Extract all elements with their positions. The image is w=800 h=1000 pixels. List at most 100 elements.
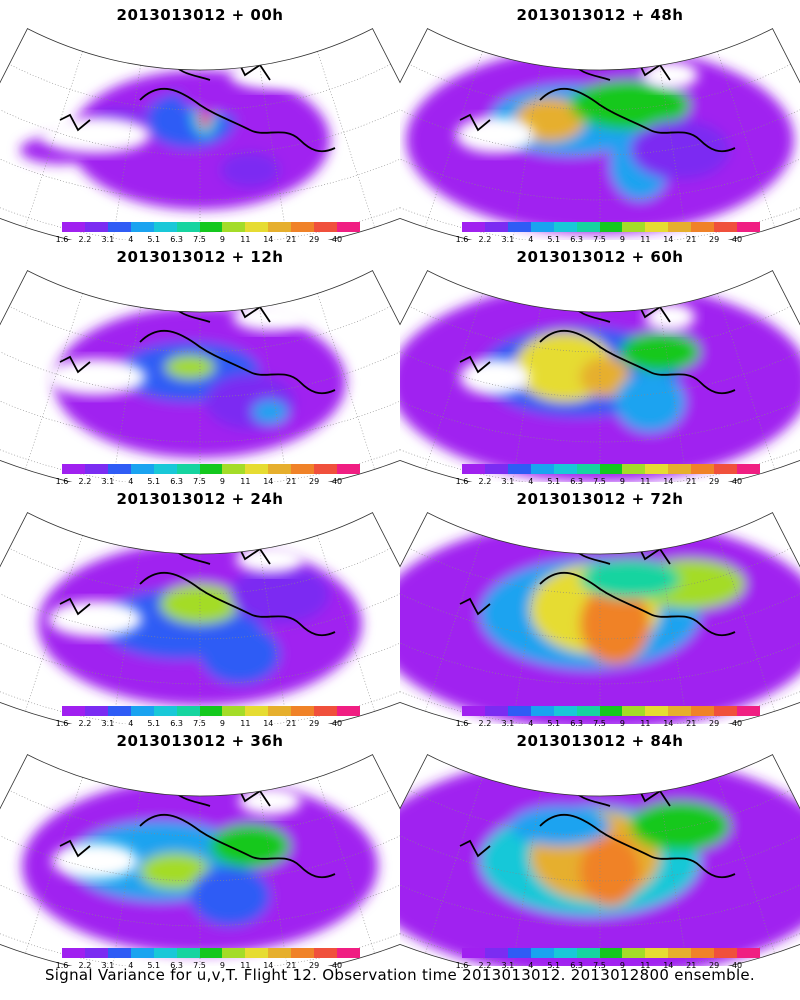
colorbar-segment xyxy=(507,222,531,232)
colorbar-tick-label: 1.6 xyxy=(455,235,469,244)
colorbar-segment xyxy=(291,464,315,474)
colorbar-tick-label: 9 xyxy=(619,719,625,728)
colorbar-tick-label: 40 xyxy=(731,961,743,970)
colorbar-tick-label: 6.3 xyxy=(570,477,583,486)
colorbar xyxy=(462,464,760,474)
colorbar-tick-label: 21 xyxy=(686,235,697,244)
colorbar-segment xyxy=(314,706,338,716)
panel-title: 2013013012 + 36h xyxy=(116,732,284,750)
colorbar-segment xyxy=(176,706,200,716)
colorbar-tick-label: 5.1 xyxy=(147,477,161,486)
colorbar-segment xyxy=(599,706,623,716)
colorbar-segment xyxy=(553,948,577,958)
colorbar-segment xyxy=(107,222,131,232)
variance-contour xyxy=(205,374,295,430)
colorbar-tick-label: 6.3 xyxy=(570,719,583,728)
colorbar-tick-label: 6.3 xyxy=(170,719,183,728)
colorbar-segment xyxy=(176,948,200,958)
colorbar-tick-label: 40 xyxy=(331,477,343,486)
colorbar-segment xyxy=(462,706,485,716)
colorbar-segment xyxy=(130,222,154,232)
colorbar-tick-label: 3.1 xyxy=(101,961,115,970)
colorbar-segment xyxy=(62,706,85,716)
colorbar-segment xyxy=(153,948,177,958)
colorbar-segment xyxy=(553,222,577,232)
colorbar-segment xyxy=(268,948,292,958)
colorbar-tick-label: 11 xyxy=(640,961,651,970)
colorbar-labels: 1.6 2.2 3.1 4 5.1 6.3 7.5 9 11 14 21 29 40 xyxy=(56,477,368,487)
colorbar-tick-label: 6.3 xyxy=(570,235,583,244)
colorbar-segment xyxy=(484,464,508,474)
colorbar-tick-label: 40 xyxy=(731,719,743,728)
colorbar-tick-label: 40 xyxy=(331,719,343,728)
colorbar-tick-label: 14 xyxy=(663,477,674,486)
colorbar-segment xyxy=(714,464,738,474)
colorbar-tick-label: 11 xyxy=(640,719,651,728)
colorbar-tick-label: 3.1 xyxy=(501,719,515,728)
colorbar-segment xyxy=(314,948,338,958)
colorbar-labels: 1.6 2.2 3.1 4 5.1 6.3 7.5 9 11 14 21 29 40 xyxy=(455,235,768,245)
colorbar-tick-label: 5.1 xyxy=(147,961,161,970)
colorbar-tick-label: 11 xyxy=(240,235,251,244)
colorbar-segment xyxy=(314,464,338,474)
colorbar-segment xyxy=(576,464,600,474)
colorbar-tick-label: 5.1 xyxy=(547,961,561,970)
colorbar-tick-label: 3.1 xyxy=(101,235,115,244)
colorbar-tick-label: 29 xyxy=(309,235,320,244)
colorbar-segment xyxy=(130,948,154,958)
variance-contour xyxy=(230,564,330,624)
colorbar-segment xyxy=(84,464,108,474)
colorbar xyxy=(62,706,360,716)
colorbar-tick-label: 1.6 xyxy=(55,719,69,728)
colorbar-tick-label: 9 xyxy=(219,477,225,486)
colorbar-segment xyxy=(599,222,623,232)
colorbar-segment xyxy=(668,464,692,474)
colorbar-segment xyxy=(199,948,223,958)
colorbar-tick-label: 1.6 xyxy=(55,961,69,970)
colorbar-tick-label: 4 xyxy=(128,477,134,486)
colorbar-tick-label: 29 xyxy=(709,961,720,970)
colorbar-segment xyxy=(691,706,715,716)
panel-title: 2013013012 + 00h xyxy=(116,6,284,24)
colorbar-tick-label: 21 xyxy=(686,477,697,486)
colorbar xyxy=(62,464,360,474)
colorbar-segment xyxy=(314,222,338,232)
colorbar-tick-label: 6.3 xyxy=(170,235,183,244)
colorbar-tick-label: 7.5 xyxy=(593,235,606,244)
colorbar-tick-label: 4 xyxy=(528,961,534,970)
colorbar-tick-label: 7.5 xyxy=(593,961,606,970)
colorbar-segment xyxy=(222,464,246,474)
map-plot xyxy=(0,512,400,724)
colorbar-labels: 1.6 2.2 3.1 4 5.1 6.3 7.5 9 11 14 21 29 40 xyxy=(55,961,368,971)
colorbar-tick-label: 11 xyxy=(240,477,251,486)
colorbar-segment xyxy=(737,948,760,958)
colorbar-segment xyxy=(484,948,508,958)
colorbar-segment xyxy=(622,222,646,232)
colorbar-tick-label: 2.2 xyxy=(478,961,492,970)
colorbar-segment xyxy=(576,706,600,716)
colorbar-segment xyxy=(199,222,223,232)
colorbar-segment xyxy=(507,948,531,958)
colorbar-tick-label: 5.1 xyxy=(547,719,561,728)
colorbar-tick-label: 7.5 xyxy=(193,235,206,244)
colorbar-segment xyxy=(714,948,738,958)
colorbar-tick-label: 11 xyxy=(640,235,651,244)
colorbar-tick-label: 14 xyxy=(263,961,274,970)
colorbar-segment xyxy=(645,706,669,716)
colorbar-tick-label: 21 xyxy=(286,961,297,970)
colorbar-segment xyxy=(553,464,577,474)
colorbar-tick-label: 5.1 xyxy=(547,477,561,486)
colorbar-tick-label: 1.6 xyxy=(455,719,469,728)
colorbar-tick-label: 14 xyxy=(263,235,274,244)
variance-contour xyxy=(160,584,240,624)
colorbar-labels: 1.6 2.2 3.1 4 5.1 6.3 7.5 9 11 14 21 29 40 xyxy=(455,719,768,729)
colorbar-tick-label: 21 xyxy=(286,719,297,728)
colorbar-segment xyxy=(291,222,315,232)
colorbar-tick-label: 5.1 xyxy=(547,235,561,244)
colorbar-segment xyxy=(462,222,485,232)
colorbar-tick-label: 9 xyxy=(219,235,225,244)
colorbar-tick-label: 3.1 xyxy=(101,477,115,486)
map-panel: 2013013012 + 12h 1.6 2.2 3.1 4 5.1 6.3 7.5 9 11 14… xyxy=(0,242,400,487)
map-panel: 2013013012 + 48h 1.6 2.2 3.1 4 5.1 6.3 7.5 9 11 14… xyxy=(400,0,800,245)
map-plot xyxy=(400,28,800,240)
